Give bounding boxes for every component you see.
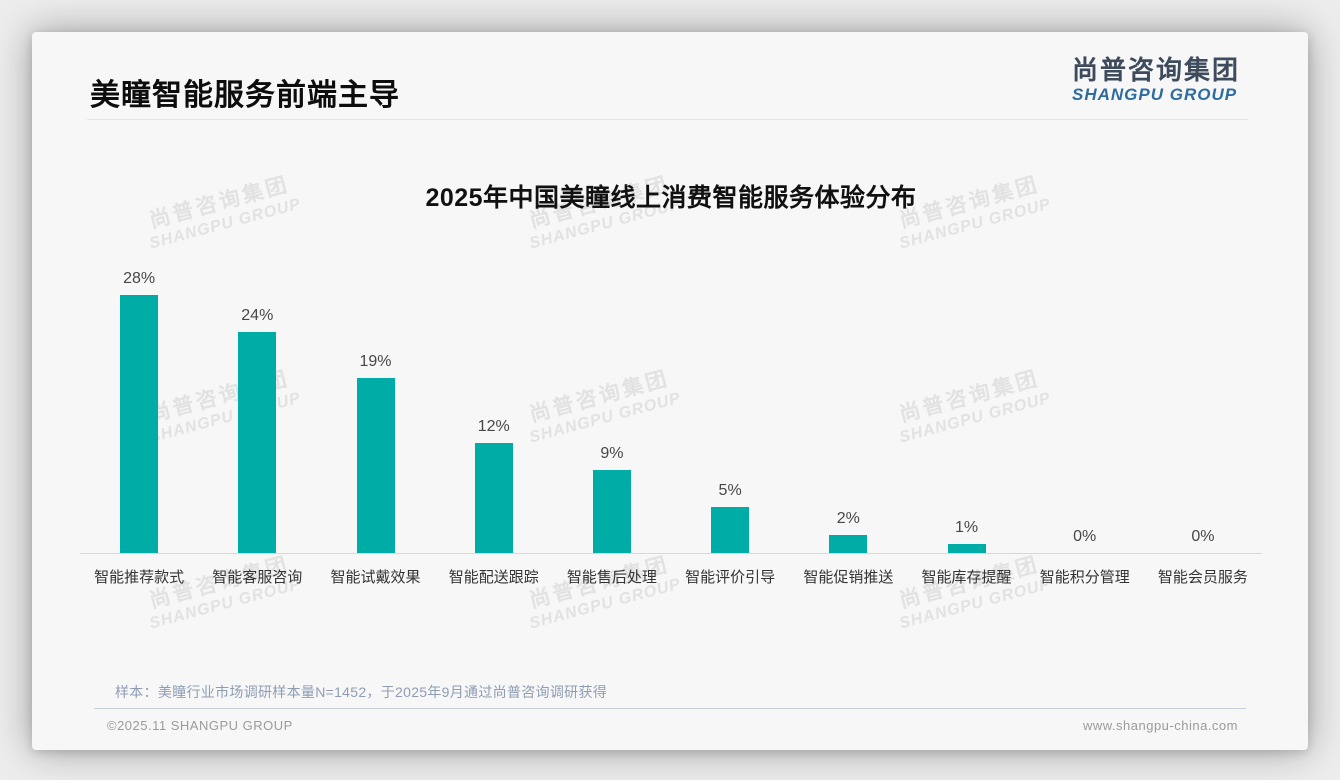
- bar-column: 28%: [80, 232, 198, 553]
- bar-value-label: 24%: [241, 307, 274, 324]
- brand-logo: 尚普咨询集团 SHANGPU GROUP: [1072, 56, 1240, 104]
- category-label: 智能促销推送: [803, 569, 894, 586]
- bar: [592, 470, 631, 553]
- bar-value-label: 0%: [1073, 528, 1097, 545]
- bar-column: 2%: [789, 232, 907, 553]
- page-title: 美瞳智能服务前端主导: [90, 79, 400, 112]
- bar-value-label: 0%: [1191, 528, 1215, 545]
- category-label: 智能客服咨询: [212, 569, 303, 586]
- slide-card: 美瞳智能服务前端主导 尚普咨询集团 SHANGPU GROUP 尚普咨询集团 SH…: [32, 32, 1308, 750]
- bar-value-label: 19%: [359, 353, 392, 370]
- category-label: 智能售后处理: [566, 569, 657, 586]
- category-label: 智能库存提醒: [921, 569, 1012, 586]
- bar-column: 12%: [435, 232, 553, 553]
- bar-column: 5%: [671, 232, 789, 553]
- watermark: 尚普咨询集团 SHANGPU GROUP: [879, 547, 1064, 636]
- bar-value-label: 1%: [954, 519, 979, 536]
- bar-value-label: 28%: [123, 270, 156, 287]
- category-axis-labels: 智能推荐款式 智能客服咨询 智能试戴效果 智能配送跟踪 智能售后处理 智能评价引导 智能促销…: [80, 566, 1262, 587]
- bar-value-label: 9%: [600, 445, 624, 462]
- bar: [474, 443, 513, 553]
- bar: [120, 295, 159, 553]
- bar: [947, 544, 986, 553]
- category-label: 智能推荐款式: [94, 569, 185, 586]
- bar-column: 9%: [553, 232, 671, 553]
- bar-column: 0%: [1144, 232, 1262, 553]
- footer-row: ©2025.11 SHANGPU GROUP www.shangpu-china…: [107, 718, 1238, 733]
- bar-value-label: 12%: [477, 418, 510, 435]
- category-label: 智能积分管理: [1039, 569, 1130, 586]
- watermark: 尚普咨询集团 SHANGPU GROUP: [509, 547, 694, 636]
- bar-column: 1%: [907, 232, 1025, 553]
- bar-value-label: 5%: [718, 482, 742, 499]
- category-label: 智能试戴效果: [330, 569, 421, 586]
- bar: [829, 535, 868, 553]
- bar: [238, 332, 277, 553]
- category-label: 智能评价引导: [685, 569, 776, 586]
- category-label: 智能配送跟踪: [448, 569, 539, 586]
- category-label: 智能会员服务: [1157, 569, 1248, 586]
- bar-column: 19%: [316, 232, 434, 553]
- bar-value-label: 2%: [836, 510, 860, 527]
- sample-note: 样本：美瞳行业市场调研样本量N=1452，于2025年9月通过尚普咨询调研获得: [115, 684, 608, 700]
- x-axis-line: [80, 553, 1262, 554]
- footer-divider: [94, 708, 1246, 709]
- bar-chart-plot: 28% 24% 19% 12% 9% 5% 2% 1% 0% 0%: [80, 232, 1262, 553]
- logo-english-text: SHANGPU GROUP: [1071, 84, 1238, 104]
- logo-chinese-text: 尚普咨询集团: [1071, 55, 1240, 85]
- header-divider: [87, 119, 1248, 120]
- watermark: 尚普咨询集团 SHANGPU GROUP: [129, 547, 314, 636]
- bar-column: 24%: [198, 232, 316, 553]
- chart-title: 2025年中国美瞳线上消费智能服务体验分布: [425, 184, 917, 212]
- bar: [356, 378, 395, 553]
- website-url: www.shangpu-china.com: [1082, 718, 1238, 733]
- bar: [711, 507, 750, 553]
- copyright-text: ©2025.11 SHANGPU GROUP: [107, 718, 293, 733]
- bar-column: 0%: [1026, 232, 1144, 553]
